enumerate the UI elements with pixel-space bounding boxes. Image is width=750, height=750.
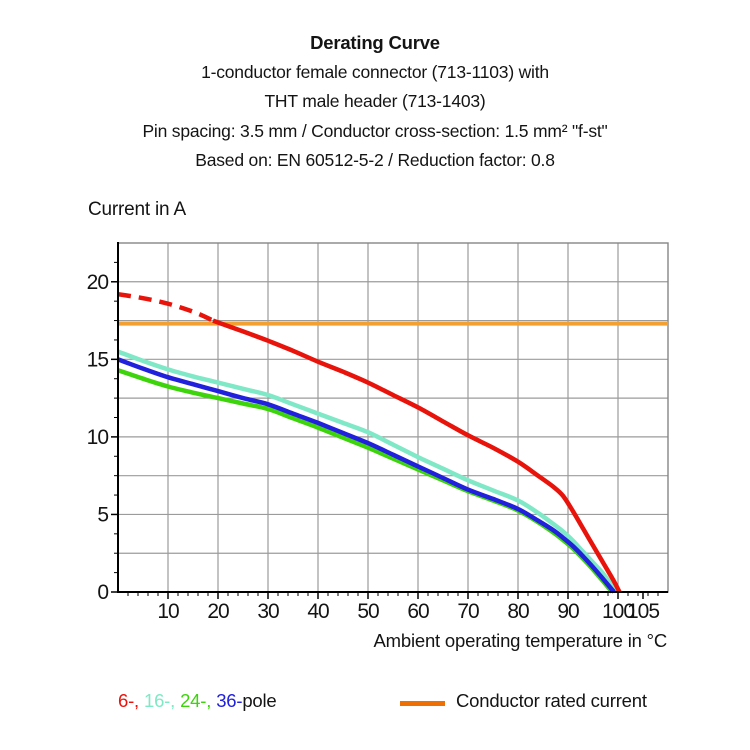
x-tick-label: 60 <box>407 600 429 623</box>
x-tick-label: 100 <box>602 600 634 623</box>
legend-item-36-pole: 36- <box>216 690 243 711</box>
chart-subtitle-header: THT male header (713-1403) <box>264 91 486 111</box>
x-tick-label: 70 <box>457 600 479 623</box>
curve-24-pole <box>117 368 614 594</box>
x-tick-label: 40 <box>307 600 329 623</box>
curve-36-pole <box>117 357 616 594</box>
x-tick-label: 50 <box>357 600 379 623</box>
chart-header: Derating Curve 1-conductor female connec… <box>0 28 750 176</box>
legend-item-6-pole: 6-, <box>118 690 139 711</box>
x-tick-label: 20 <box>207 600 229 623</box>
rated-current-legend-label: Conductor rated current <box>456 690 647 711</box>
curve-6-pole <box>212 318 622 594</box>
x-tick-label: 30 <box>257 600 279 623</box>
x-tick-label: 105 <box>627 600 659 623</box>
chart-subtitle-connector: 1-conductor female connector (713-1103) … <box>201 61 549 82</box>
legend-item-16-pole: 16-, <box>144 690 176 711</box>
legend: 6-, 16-, 24-, 36-pole Conductor rated curre… <box>0 690 750 720</box>
x-tick-label: 90 <box>557 600 579 623</box>
chart-subtitle-spec: Pin spacing: 3.5 mm / Conductor cross-se… <box>142 120 608 141</box>
chart-subtitle-standard: Based on: EN 60512-5-2 / Reduction facto… <box>195 150 555 170</box>
y-tick-label: 10 <box>87 426 109 449</box>
x-axis-title: Ambient operating temperature in °C <box>373 630 668 651</box>
x-tick-label: 10 <box>157 600 179 623</box>
x-tick-label: 80 <box>507 600 529 623</box>
chart-title: Derating Curve <box>310 32 440 53</box>
y-tick-label: 15 <box>87 348 109 371</box>
y-tick-label: 20 <box>87 271 109 294</box>
plot-border <box>117 242 669 593</box>
legend-item-24-pole: 24-, <box>180 690 212 711</box>
curve-6-pole-dashed <box>117 291 214 323</box>
legend-pole-suffix: pole <box>242 690 277 711</box>
y-axis-title: Current in A <box>88 199 186 220</box>
curve-16-pole <box>117 349 618 594</box>
legend-pole-labels: 6-, 16-, 24-, 36-pole <box>118 690 282 712</box>
y-tick-label: 0 <box>97 581 108 604</box>
y-tick-label: 5 <box>97 503 108 526</box>
rated-current-line-swatch <box>400 701 445 706</box>
